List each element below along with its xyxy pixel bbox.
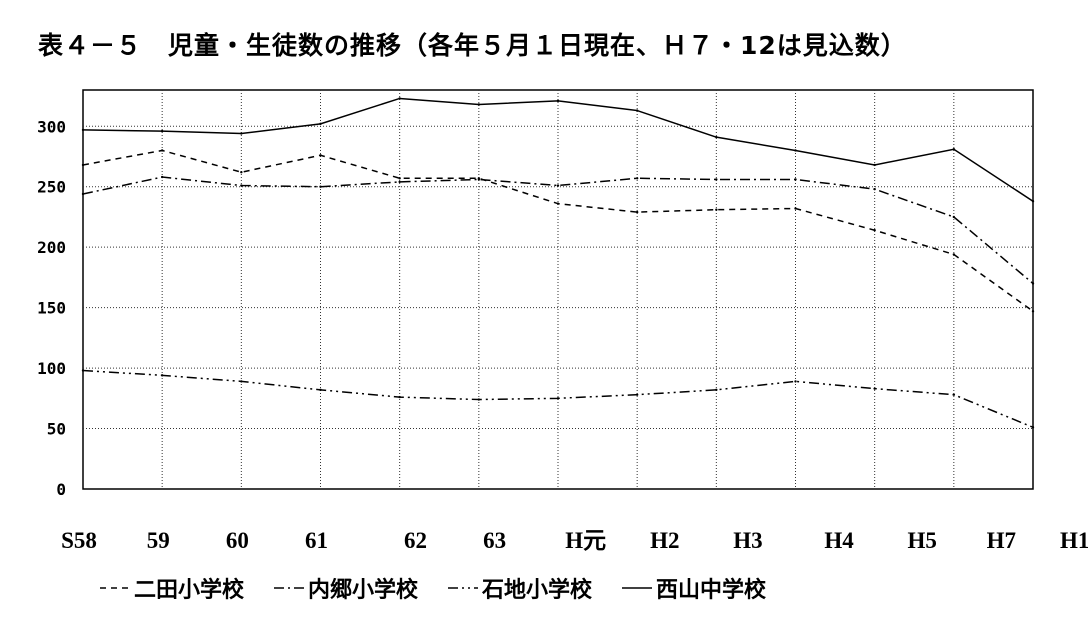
data-point	[952, 215, 956, 219]
data-point	[556, 184, 560, 187]
y-tick-label: 0	[56, 480, 66, 499]
data-point	[715, 388, 718, 392]
data-point	[160, 149, 164, 152]
legend-label: 西山中学校	[656, 578, 767, 603]
data-point	[398, 180, 401, 184]
x-tick-label: H元	[565, 528, 606, 553]
data-point	[556, 99, 560, 103]
data-point	[319, 388, 322, 392]
y-tick-label: 250	[37, 178, 66, 197]
legend-label: 内郷小学校	[308, 578, 419, 603]
data-point	[952, 148, 956, 151]
data-point	[635, 177, 639, 180]
data-point	[873, 163, 876, 167]
data-point	[477, 103, 481, 106]
data-point	[873, 387, 876, 390]
x-tick-label: H4	[824, 528, 854, 553]
legend-swatch	[100, 587, 130, 589]
x-tick-label: H12	[1060, 528, 1088, 553]
data-point	[160, 374, 164, 377]
data-point	[477, 398, 481, 401]
data-point	[873, 229, 876, 232]
data-point	[319, 122, 322, 126]
legend-swatch	[274, 587, 305, 589]
data-point	[1031, 426, 1035, 429]
data-point	[1031, 310, 1035, 313]
data-point	[952, 393, 956, 396]
data-point	[635, 210, 639, 214]
data-point	[794, 207, 797, 210]
data-point	[556, 202, 560, 205]
data-point	[873, 187, 876, 191]
data-point	[794, 178, 797, 181]
x-tick-label: 59	[147, 528, 170, 553]
data-point	[794, 149, 797, 152]
data-point	[794, 380, 797, 383]
y-tick-label: 300	[37, 117, 66, 136]
chart-title: 表４－５ 児童・生徒数の推移（各年５月１日現在、Ｈ７・12は見込数）	[38, 31, 907, 60]
legend-label: 二田小学校	[134, 578, 245, 603]
y-tick-label: 150	[37, 299, 66, 318]
data-point	[81, 163, 85, 167]
data-point	[635, 109, 639, 112]
data-point	[715, 208, 718, 211]
data-point	[240, 184, 243, 187]
x-tick-label: S58	[61, 528, 97, 553]
y-tick-label: 200	[37, 238, 66, 257]
x-tick-label: 60	[226, 528, 249, 553]
data-point	[1031, 282, 1035, 285]
y-tick-label: 100	[37, 359, 66, 378]
data-point	[398, 395, 401, 399]
x-tick-label: H7	[987, 528, 1016, 553]
legend-swatch	[622, 587, 653, 589]
legend-item-2: 内郷小学校	[274, 572, 418, 604]
data-point	[240, 132, 243, 135]
x-tick-label: 61	[305, 528, 328, 553]
legend-swatch	[448, 587, 479, 589]
data-point	[81, 369, 85, 372]
data-point	[319, 154, 322, 157]
data-point	[160, 129, 164, 133]
x-tick-label: H5	[907, 528, 936, 553]
data-point	[319, 185, 322, 188]
legend: 二田小学校 内郷小学校 石地小学校 西山中学校	[100, 572, 766, 604]
data-point	[81, 128, 85, 132]
x-tick-label: H2	[650, 528, 679, 553]
x-tick-label: 63	[483, 528, 506, 553]
y-tick-label: 50	[47, 420, 66, 439]
data-point	[952, 253, 956, 256]
data-point	[1031, 200, 1035, 203]
data-point	[240, 171, 243, 174]
data-point	[635, 393, 639, 396]
legend-item-4: 西山中学校	[622, 572, 766, 604]
data-point	[556, 397, 560, 400]
legend-item-3: 石地小学校	[448, 572, 592, 604]
data-point	[160, 175, 164, 179]
data-point	[715, 178, 718, 181]
data-point	[715, 135, 718, 139]
data-point	[240, 380, 243, 383]
x-tick-label: 62	[404, 528, 427, 553]
legend-label: 石地小学校	[482, 578, 593, 603]
data-point	[398, 97, 401, 100]
data-point	[398, 177, 401, 180]
x-tick-label: H3	[733, 528, 762, 553]
data-point	[477, 178, 481, 181]
legend-item-1: 二田小学校	[100, 572, 244, 604]
data-point	[81, 192, 85, 196]
